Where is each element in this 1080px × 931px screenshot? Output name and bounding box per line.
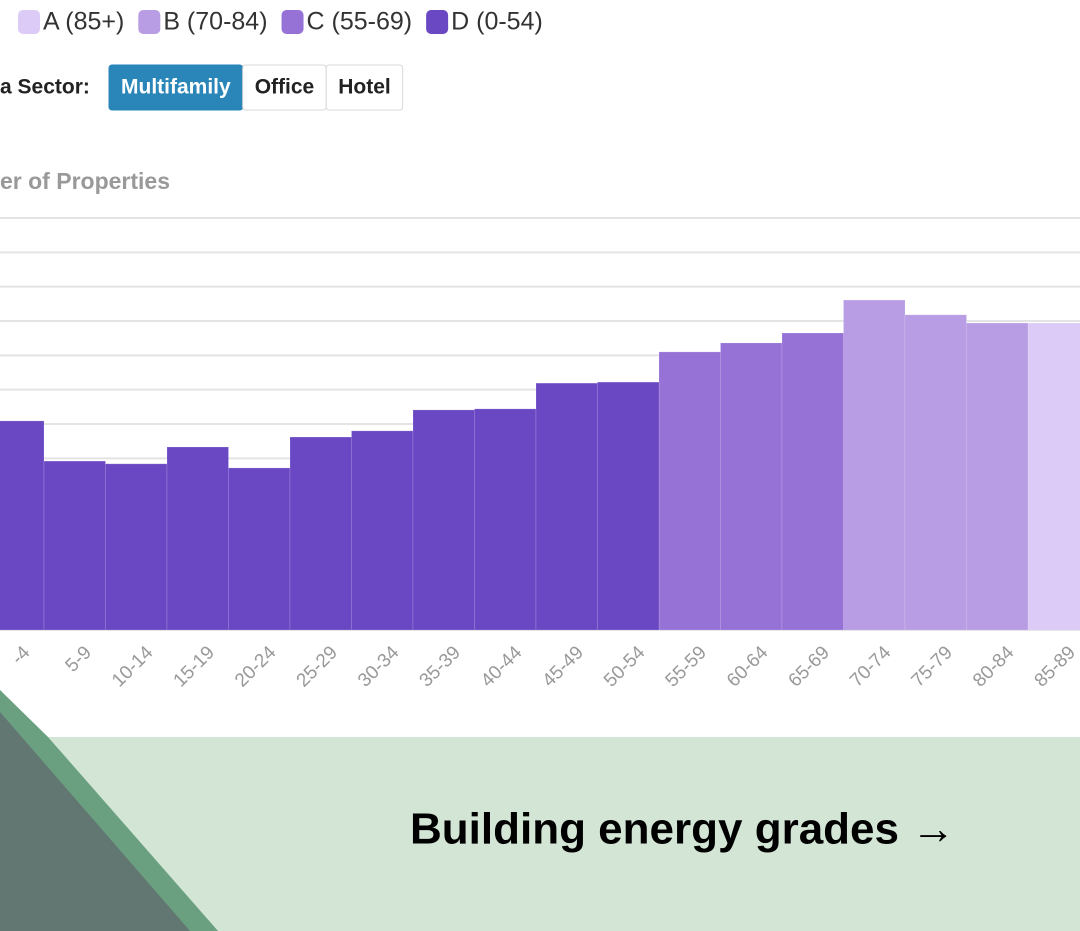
bar	[166, 446, 229, 631]
legend-label: D (0-54)	[451, 8, 543, 36]
bar	[720, 342, 783, 631]
x-tick-label: 5-9	[62, 642, 96, 676]
legend-label: C (55-69)	[307, 8, 413, 36]
banner-link[interactable]: Building energy grades →	[410, 805, 955, 854]
bar	[904, 314, 967, 631]
bar	[535, 382, 598, 631]
chart: -4 5-9 10-14 15-19 20-24 25-29 30-34 35-39 40-44…	[0, 217, 1080, 692]
bar	[0, 420, 45, 631]
x-tick-label: 85-89	[1031, 642, 1080, 691]
bar	[1027, 322, 1080, 631]
x-tick-label: 50-54	[600, 642, 650, 692]
legend-swatch	[281, 10, 304, 34]
bar	[351, 430, 414, 631]
bar	[228, 467, 291, 631]
x-tick-label: 20-24	[231, 642, 281, 692]
bar	[412, 409, 475, 631]
bar	[843, 299, 906, 631]
x-tick-label: 80-84	[969, 642, 1019, 692]
bar	[43, 460, 106, 631]
bar	[966, 322, 1029, 631]
bar	[597, 381, 660, 631]
legend-label: A (85+)	[43, 8, 124, 36]
legend: A (85+) B (70-84) C (55-69) D (0-54)	[18, 8, 543, 36]
sector-button-label[interactable]: Office	[255, 76, 315, 99]
banner-triangle	[0, 712, 190, 931]
x-tick-label: 25-29	[293, 642, 342, 691]
x-tick-label: 10-14	[108, 642, 158, 692]
x-tick-label: 15-19	[170, 642, 219, 691]
bar	[289, 436, 352, 631]
bar	[474, 408, 537, 631]
x-tick-label: 70-74	[846, 642, 896, 692]
x-tick-label: -4	[8, 642, 35, 669]
sector-button-label[interactable]: Hotel	[338, 76, 391, 99]
bar	[781, 332, 844, 631]
x-tick-label: 45-49	[539, 642, 588, 691]
x-tick-label: 40-44	[477, 642, 527, 692]
legend-swatch	[426, 10, 449, 34]
sector-button[interactable]	[325, 64, 404, 111]
sector-button-label[interactable]: Multifamily	[121, 76, 231, 99]
x-tick-label: 30-34	[354, 642, 404, 692]
sector-buttons: Multifamily Office Hotel	[108, 64, 404, 111]
x-tick-label: 55-59	[662, 642, 711, 691]
filter-label: a Sector:	[0, 76, 90, 99]
legend-swatch	[138, 10, 161, 34]
bar	[658, 351, 721, 631]
y-axis-title: er of Properties	[0, 168, 170, 194]
x-tick-label: 35-39	[416, 642, 465, 691]
x-tick-label: 60-64	[723, 642, 773, 692]
legend-label: B (70-84)	[163, 8, 267, 36]
x-tick-label: 65-69	[785, 642, 834, 691]
bar	[105, 463, 168, 631]
x-tick-label: 75-79	[908, 642, 957, 691]
legend-swatch	[18, 10, 40, 34]
